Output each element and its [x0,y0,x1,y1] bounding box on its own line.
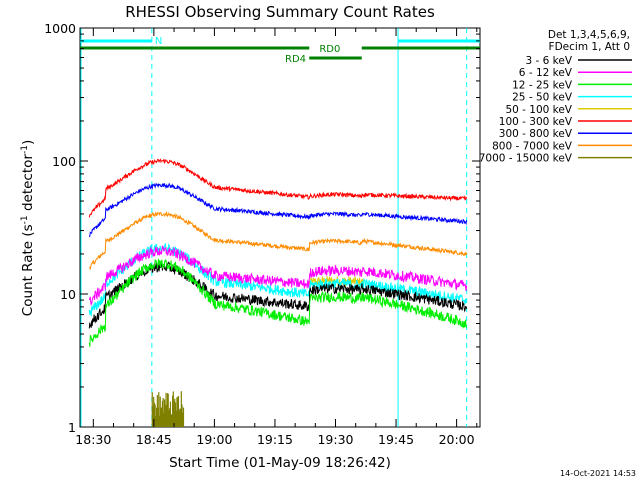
legend-entry-label: 800 - 7000 keV [492,140,573,152]
y-axis-label: Count Rate (s-1 detector-1) [20,140,36,316]
legend-entry-label: 300 - 800 keV [499,128,573,140]
x-tick-label: 18:30 [75,432,111,447]
x-tick-label: 18:45 [136,432,172,447]
chart-title: RHESSI Observing Summary Count Rates [125,3,435,21]
legend-entry-label: 25 - 50 keV [512,92,573,104]
y-tick-label: 10 [60,287,76,302]
legend-entry-label: 50 - 100 keV [505,104,572,116]
night-label: N [155,36,162,47]
footer-date: 14-Oct-2021 14:53 [560,469,636,478]
legend-entry-label: 12 - 25 keV [512,79,573,91]
x-tick-label: 19:00 [196,432,232,447]
y-tick-label: 1 [68,420,76,435]
legend-entry-label: 3 - 6 keV [525,55,572,67]
y-tick-label: 100 [52,154,76,169]
series-line [88,261,468,329]
y-tick-label: 1000 [44,21,76,36]
series-line [88,158,468,218]
legend-entry-label: 100 - 300 keV [499,116,573,128]
series-line [88,245,468,307]
rd0-label: RD0 [319,44,340,55]
x-tick-label: 19:45 [378,432,414,447]
legend-entry-label: 6 - 12 keV [519,67,573,79]
legend-header-line: Det 1,3,4,5,6,9, [548,29,630,41]
plot-frame [79,27,481,428]
legend-header-line: FDecim 1, Att 0 [549,41,630,53]
series-line [88,258,468,347]
legend-entry-label: 7000 - 15000 keV [479,153,573,165]
x-tick-label: 19:30 [317,432,353,447]
x-axis-label: Start Time (01-May-09 18:26:42) [169,455,391,471]
series-line [88,182,468,238]
rd4-label: RD4 [285,54,306,65]
x-tick-label: 19:15 [257,432,293,447]
series-line [88,210,468,271]
x-tick-label: 20:00 [439,432,475,447]
